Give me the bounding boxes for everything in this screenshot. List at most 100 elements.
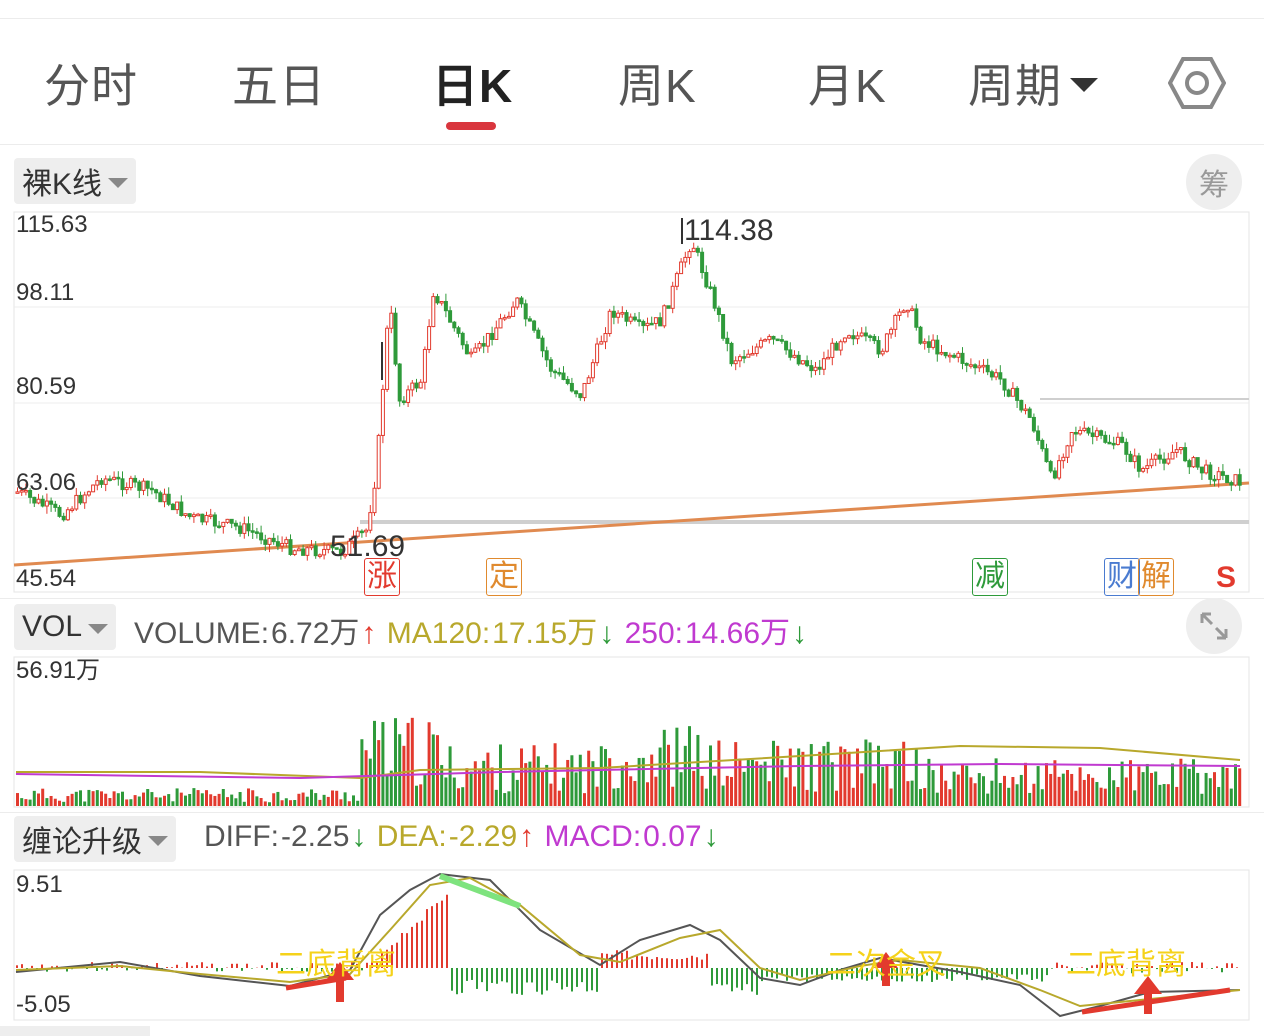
event-marker-finance[interactable]: 财: [1104, 558, 1140, 596]
candle-body: [254, 531, 259, 534]
macd-bar: [236, 963, 238, 968]
chip-distribution-button[interactable]: 筹: [1186, 154, 1242, 210]
tab-period-dropdown[interactable]: 周期: [968, 50, 1098, 116]
macd-indicator-dropdown[interactable]: 缠论升级: [14, 816, 176, 862]
macd-bar: [671, 959, 673, 968]
volume-bar: [566, 759, 570, 806]
volume-bar: [885, 763, 889, 806]
event-marker-limit-up[interactable]: 涨: [364, 558, 400, 596]
candle-body: [439, 301, 444, 304]
expand-icon[interactable]: [1186, 598, 1242, 654]
volume-bar: [1116, 787, 1120, 806]
event-marker-placement[interactable]: 定: [486, 558, 522, 596]
tab-weekly-k[interactable]: 周K: [618, 60, 697, 112]
volume-chip-label: VOL: [22, 610, 83, 643]
macd-bar: [976, 968, 978, 975]
settings-hexagon-icon[interactable]: [1168, 54, 1226, 112]
volume-bar: [788, 748, 792, 806]
volume-bar: [919, 789, 922, 806]
macd-bar: [551, 968, 553, 981]
kline-type-dropdown[interactable]: 裸K线: [14, 158, 137, 204]
event-marker-unlock[interactable]: 解: [1138, 558, 1174, 596]
candle-body: [737, 356, 742, 362]
macd-bar: [876, 968, 878, 977]
volume-bar: [410, 717, 414, 806]
volume-bar: [251, 790, 255, 806]
candle-body: [53, 503, 58, 508]
candle-body: [952, 354, 957, 358]
volume-bar: [377, 740, 381, 806]
volume-bar: [196, 790, 200, 806]
candle-body: [700, 251, 705, 274]
kline-axis-mid2: 80.59: [16, 373, 76, 400]
volume-bar: [940, 765, 943, 806]
macd-bar: [396, 942, 398, 968]
macd-bar: [906, 968, 908, 975]
candle-body: [36, 498, 41, 504]
candle-body: [1153, 454, 1158, 460]
volume-bar: [284, 798, 288, 806]
volume-bar: [158, 797, 162, 806]
candle-body: [523, 303, 528, 320]
candle-body: [368, 512, 373, 531]
diff-label: DIFF:: [204, 820, 279, 853]
tab-daily-k[interactable]: 日K: [432, 60, 514, 112]
volume-bar: [637, 757, 641, 806]
candle-body: [750, 353, 755, 356]
candle-body: [649, 322, 654, 326]
macd-bar: [496, 968, 498, 984]
candle-body: [149, 487, 154, 491]
volume-bar: [301, 792, 305, 806]
macd-bar: [766, 968, 768, 977]
candle-body: [330, 544, 335, 549]
candle-body: [1208, 464, 1213, 480]
tab-minute[interactable]: 分时: [44, 60, 138, 112]
macd-bar: [1121, 964, 1123, 968]
volume-bar: [1070, 773, 1074, 806]
candle-body: [128, 477, 133, 489]
volume-bar: [713, 775, 717, 806]
macd-bar: [981, 968, 983, 981]
macd-bar: [386, 949, 388, 968]
candle-body: [784, 340, 789, 351]
macd-bar: [681, 958, 683, 968]
volume-bar: [864, 739, 868, 806]
candle-body: [691, 247, 696, 253]
candle-body: [212, 514, 217, 527]
candle-body: [145, 480, 150, 489]
arrow-down-icon: ↓: [703, 820, 719, 853]
event-marker-reduce[interactable]: 减: [972, 558, 1008, 596]
volume-bar: [1061, 773, 1065, 806]
candle-body: [460, 332, 465, 346]
volume-bar: [1171, 763, 1174, 806]
volume-bar: [1028, 792, 1032, 806]
candle-body: [809, 365, 814, 372]
volume-indicator-dropdown[interactable]: VOL: [14, 604, 117, 650]
candle-body: [1187, 460, 1192, 468]
volume-bar: [1154, 771, 1158, 806]
macd-bar: [631, 959, 633, 968]
event-marker-sell[interactable]: S: [1216, 561, 1237, 594]
candle-body: [847, 335, 852, 339]
volume-bar: [142, 792, 145, 806]
tab-five-day[interactable]: 五日: [232, 60, 326, 112]
candle-body: [112, 476, 117, 480]
volume-bar: [906, 781, 910, 806]
macd-bar: [536, 968, 538, 992]
candle-body: [1015, 387, 1020, 401]
divergence-segment: [438, 873, 522, 909]
macd-bar: [1171, 962, 1173, 968]
macd-bar: [266, 968, 268, 970]
volume-bar: [385, 775, 389, 806]
candle-body: [427, 326, 432, 350]
candle-body: [44, 500, 49, 507]
macd-bar: [96, 968, 98, 971]
volume-bar: [583, 793, 586, 806]
tab-monthly-k[interactable]: 月K: [808, 60, 887, 112]
volume-bar: [898, 751, 901, 806]
volume-bar: [154, 797, 158, 806]
kline-low-label: 51.69: [330, 530, 405, 563]
volume-bar: [1015, 784, 1019, 806]
macd-bar: [156, 963, 158, 968]
